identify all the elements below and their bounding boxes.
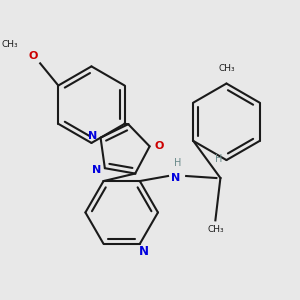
Text: O: O [154, 141, 164, 152]
Text: N: N [88, 131, 97, 141]
Text: CH₃: CH₃ [2, 40, 18, 49]
Text: H: H [174, 158, 182, 168]
Text: O: O [29, 51, 38, 61]
Text: CH₃: CH₃ [218, 64, 235, 74]
Text: N: N [92, 165, 101, 175]
Text: N: N [172, 173, 181, 183]
Text: CH₃: CH₃ [207, 225, 224, 234]
Text: N: N [139, 245, 149, 258]
Text: H: H [215, 154, 222, 164]
